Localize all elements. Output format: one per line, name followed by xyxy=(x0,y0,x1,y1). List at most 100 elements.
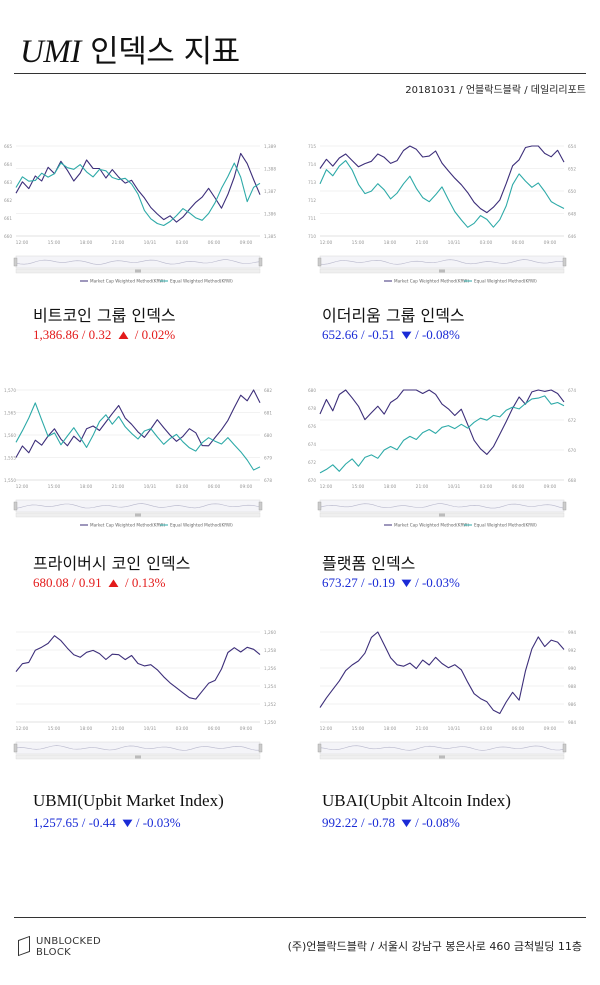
chart-panel-ethereum: 654 652 650 648 646 715 714 713 712 711 710 12:00 15… xyxy=(306,136,584,306)
index-value-ethereum: 652.66 / -0.51 ▼/ -0.08% xyxy=(322,327,460,342)
navigator-line xyxy=(15,259,261,265)
down-arrow-icon: ▼ xyxy=(398,815,416,830)
y-tick-label-left: 676 xyxy=(308,424,316,429)
index-change: 0.91 xyxy=(78,575,102,590)
header-rule xyxy=(14,73,586,74)
y-tick-label-right: 1,387 xyxy=(264,189,276,194)
index-change-pct: 0.02% xyxy=(141,327,176,342)
scrollbar-thumb xyxy=(135,269,141,273)
y-tick-label-right: 672 xyxy=(568,418,576,423)
y-tick-label-right: 1,250 xyxy=(264,720,276,725)
x-tick-label: 15:00 xyxy=(352,484,365,490)
y-tick-label-left: 714 xyxy=(308,162,316,167)
y-tick-label-left: 713 xyxy=(308,180,316,185)
y-tick-label-left: 710 xyxy=(308,234,316,239)
x-tick-label: 10/31 xyxy=(448,240,461,246)
x-tick-label: 15:00 xyxy=(352,240,365,246)
y-tick-label-left: 663 xyxy=(4,180,12,185)
y-tick-label-left: 1,555 xyxy=(4,456,16,461)
index-value-number: 680.08 xyxy=(33,575,69,590)
x-tick-label: 18:00 xyxy=(384,240,397,246)
legend-label-market-cap: Market Cap Weighted Method(KRW) xyxy=(90,523,165,528)
page-title: UMI 인덱스 지표 xyxy=(20,26,240,71)
navigator-line xyxy=(15,745,260,751)
down-arrow-icon: ▼ xyxy=(398,327,416,342)
x-tick-label: 21:00 xyxy=(416,240,429,246)
x-tick-label: 03:00 xyxy=(480,484,493,490)
index-value-platform: 673.27 / -0.19 ▼/ -0.03% xyxy=(322,575,460,590)
x-tick-label: 12:00 xyxy=(16,484,29,490)
y-tick-label-right: 988 xyxy=(568,684,576,689)
index-value-number: 992.22 xyxy=(322,815,358,830)
y-tick-label-left: 1,550 xyxy=(4,478,16,483)
company-address: (주)언블락드블락 / 서울시 강남구 봉은사로 460 금척빌딩 11층 xyxy=(287,940,582,953)
x-tick-label: 12:00 xyxy=(320,726,333,732)
navigator-handle-left xyxy=(317,257,322,267)
y-tick-label-right: 1,254 xyxy=(264,684,276,689)
scrollbar-thumb xyxy=(135,755,141,759)
index-value-number: 1,257.65 xyxy=(33,815,79,830)
navigator-line xyxy=(319,745,565,751)
x-tick-label: 18:00 xyxy=(80,484,93,490)
y-tick-label-right: 652 xyxy=(568,167,576,172)
y-tick-label-right: 681 xyxy=(264,411,272,416)
legend-label-equal-weight: Equal Weighted Method(KRW) xyxy=(170,523,233,528)
x-tick-label: 15:00 xyxy=(48,240,61,246)
index-change-pct: 0.13% xyxy=(131,575,166,590)
navigator-handle-left xyxy=(317,501,322,511)
legend-label-equal-weight: Equal Weighted Method(KRW) xyxy=(474,523,537,528)
series-line-market-cap xyxy=(319,631,565,715)
y-tick-label-right: 674 xyxy=(568,388,576,393)
index-change: -0.51 xyxy=(367,327,395,342)
y-tick-label-right: 682 xyxy=(264,388,272,393)
scrollbar-thumb xyxy=(439,513,445,517)
series-line-market-cap xyxy=(15,152,261,223)
index-value-ubai: 992.22 / -0.78 ▼/ -0.08% xyxy=(322,815,460,830)
y-tick-label-left: 662 xyxy=(4,198,12,203)
y-tick-label-right: 1,385 xyxy=(264,234,276,239)
page-title-korean: 인덱스 지표 xyxy=(90,34,240,70)
index-label-bitcoin: 비트코인 그룹 인덱스 xyxy=(33,306,176,325)
x-tick-label: 21:00 xyxy=(112,484,125,490)
x-tick-label: 06:00 xyxy=(208,240,221,246)
chart-panel-platform: 674 672 670 668 680 678 676 674 672 670 12:00 15:00… xyxy=(306,380,584,550)
series-line-market-cap xyxy=(15,635,261,700)
x-tick-label: 06:00 xyxy=(512,240,525,246)
x-tick-label: 09:00 xyxy=(240,240,253,246)
navigator-handle-right xyxy=(562,501,567,511)
x-tick-label: 18:00 xyxy=(80,726,93,732)
navigator-handle-right xyxy=(562,257,567,267)
y-tick-label-left: 672 xyxy=(308,460,316,465)
x-tick-label: 06:00 xyxy=(512,726,525,732)
line-chart-ubmi: 1,260 1,258 1,256 1,254 1,252 1,250 12:00 15:00… xyxy=(13,630,276,760)
x-tick-label: 21:00 xyxy=(112,240,125,246)
y-tick-label-left: 712 xyxy=(308,198,316,203)
navigator-handle-right xyxy=(258,257,263,267)
report-meta: 20181031 / 언블락드블락 / 데일리리포트 xyxy=(405,85,586,96)
navigator-line xyxy=(15,503,261,509)
scrollbar-thumb xyxy=(439,269,445,273)
index-value-number: 652.66 xyxy=(322,327,358,342)
x-tick-label: 09:00 xyxy=(240,726,253,732)
chart-panel-ubai: 994 992 990 988 986 984 12:00 15:00 18:00 21:00 10… xyxy=(306,622,584,792)
scrollbar-thumb xyxy=(439,755,445,759)
x-tick-label: 18:00 xyxy=(384,726,397,732)
x-tick-label: 06:00 xyxy=(208,726,221,732)
x-tick-label: 10/31 xyxy=(144,240,157,246)
y-tick-label-right: 1,258 xyxy=(264,648,276,653)
navigator-handle-left xyxy=(13,743,18,753)
index-change-pct: -0.03% xyxy=(421,575,460,590)
y-tick-label-right: 648 xyxy=(568,212,576,217)
x-tick-label: 09:00 xyxy=(544,484,557,490)
navigator-handle-right xyxy=(562,743,567,753)
x-tick-label: 12:00 xyxy=(16,726,29,732)
index-change-pct: -0.03% xyxy=(142,815,181,830)
index-label-ethereum: 이더리움 그룹 인덱스 xyxy=(322,306,465,325)
legend-label-market-cap: Market Cap Weighted Method(KRW) xyxy=(90,279,165,284)
navigator-line xyxy=(319,503,565,509)
line-chart-privacy: 682 681 680 679 678 1,570 1,565 1,560 1,555 1,550… xyxy=(4,388,272,528)
x-tick-label: 12:00 xyxy=(320,240,333,246)
logo-line1: UNBLOCKED xyxy=(36,936,102,947)
down-arrow-icon: ▼ xyxy=(398,575,416,590)
x-tick-label: 06:00 xyxy=(208,484,221,490)
